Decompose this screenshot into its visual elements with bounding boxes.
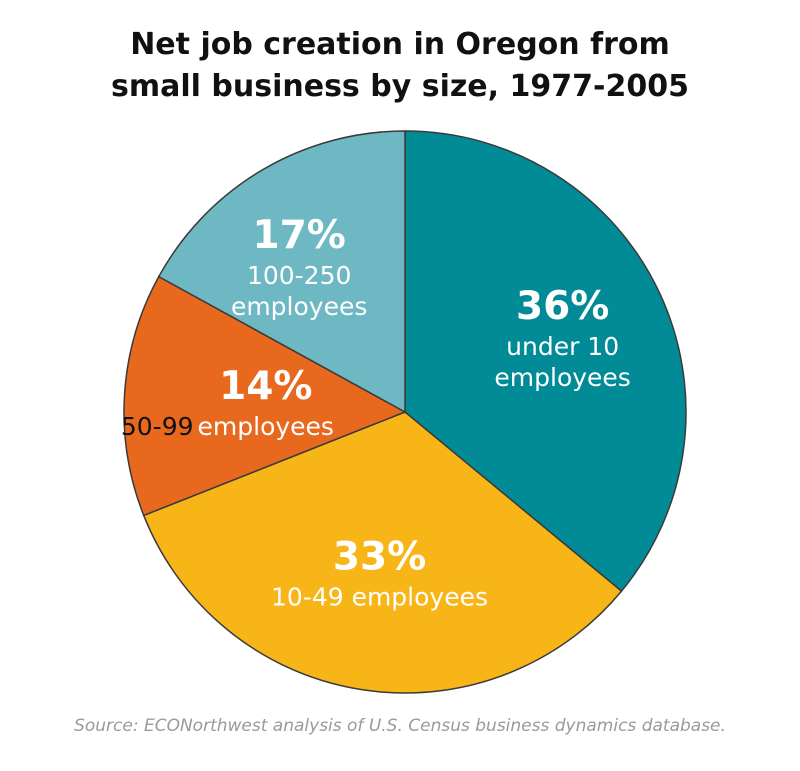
chart-title-line-1: Net job creation in Oregon from: [130, 27, 670, 62]
slice-outside-label-2: 50-99: [121, 412, 194, 441]
slice-percent-label-3: 17%: [252, 213, 345, 258]
pie-slice-2: [123, 275, 407, 517]
slice-category-label-0-1: employees: [494, 363, 630, 392]
slice-category-label-0-0: under 10: [506, 332, 619, 361]
source-note: Source: ECONorthwest analysis of U.S. Ce…: [74, 716, 726, 736]
pie-slice-1: [142, 411, 623, 694]
slice-category-label-3-1: employees: [231, 292, 367, 321]
chart-title-line-2: small business by size, 1977-2005: [111, 69, 689, 104]
slice-category-label-3-0: 100-250: [247, 261, 351, 290]
slice-percent-label-0: 36%: [516, 284, 609, 329]
pie-slice-3: [157, 130, 406, 414]
slice-percent-label-1: 33%: [333, 534, 426, 579]
slice-category-label-2-0: employees: [198, 412, 334, 441]
pie-slices: [123, 130, 687, 694]
pie-slice-0: [404, 130, 687, 593]
slice-percent-label-2: 14%: [219, 364, 312, 409]
chart-title: Net job creation in Oregon from small bu…: [0, 24, 800, 108]
slice-category-label-1-0: 10-49 employees: [271, 582, 488, 611]
